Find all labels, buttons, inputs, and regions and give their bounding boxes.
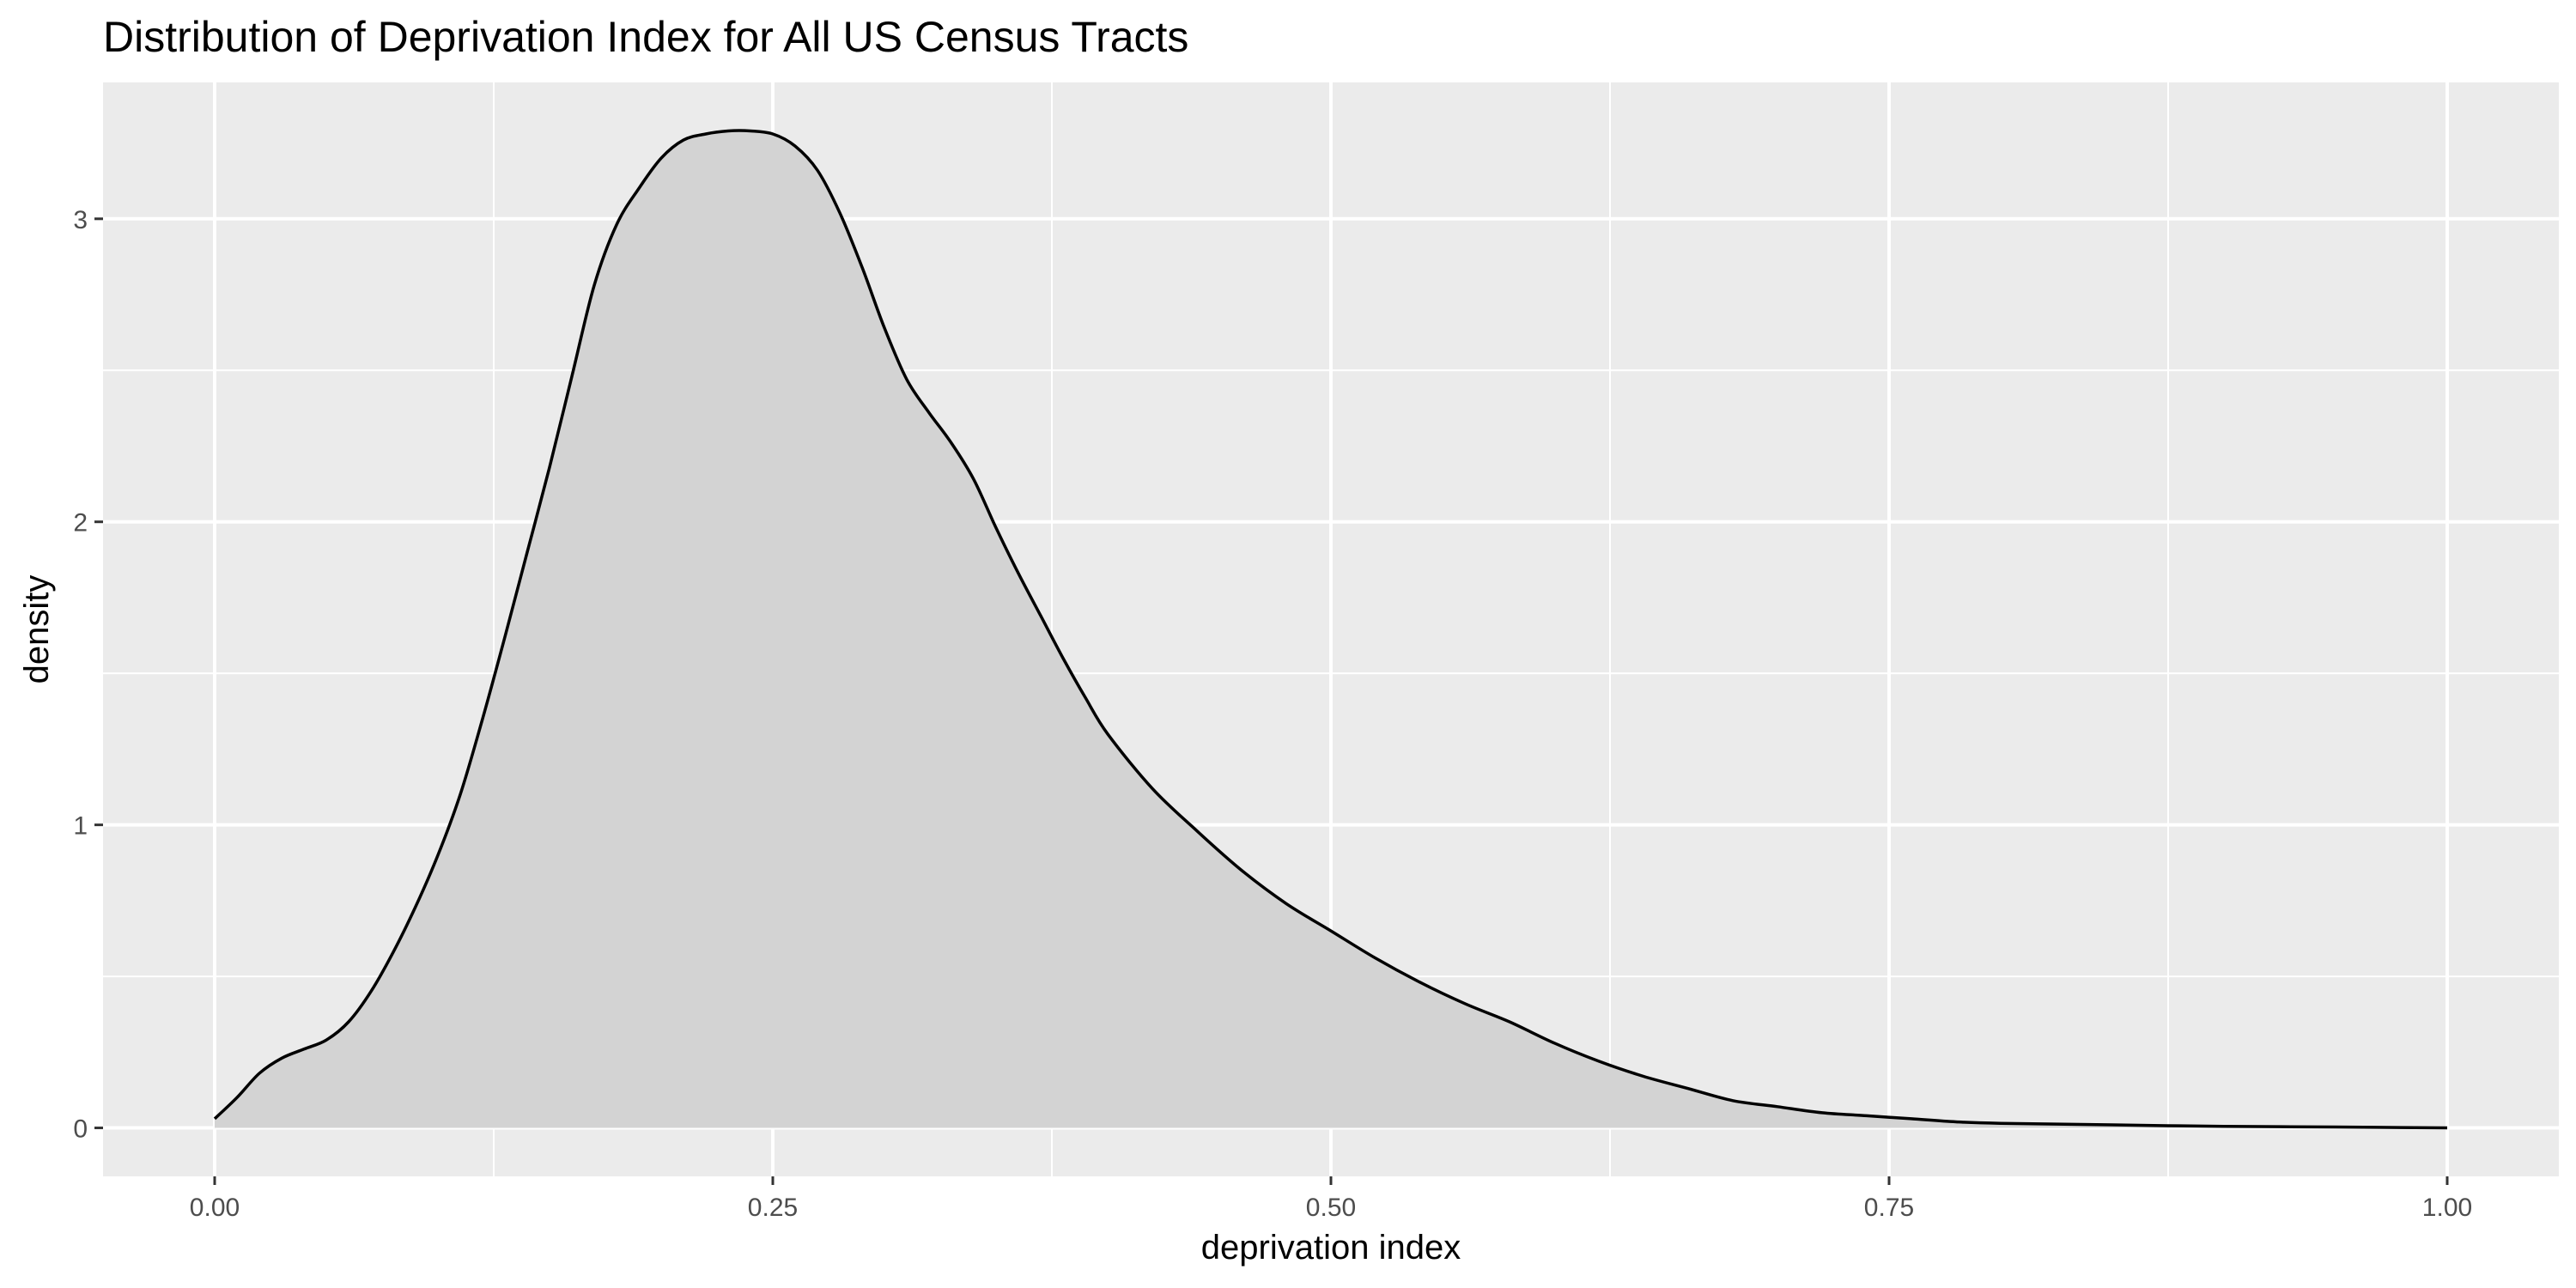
x-tick-label: 1.00: [2422, 1194, 2472, 1222]
density-area: [215, 131, 2447, 1128]
chart-title: Distribution of Deprivation Index for Al…: [103, 13, 1188, 61]
x-axis-title: deprivation index: [1201, 1229, 1461, 1267]
x-axis: 0.00 0.25 0.50 0.75 1.00: [190, 1176, 2472, 1222]
y-tick-label: 2: [73, 509, 88, 538]
x-tick-label: 0.25: [748, 1194, 798, 1222]
y-axis: 0 1 2 3: [73, 206, 103, 1144]
y-tick-label: 0: [73, 1115, 88, 1144]
y-axis-title: density: [18, 575, 56, 684]
x-tick-label: 0.00: [190, 1194, 240, 1222]
y-tick-label: 1: [73, 812, 88, 841]
x-tick-label: 0.75: [1864, 1194, 1914, 1222]
density-line: [213, 129, 2448, 1130]
x-tick-label: 0.50: [1306, 1194, 1356, 1222]
y-tick-label: 3: [73, 206, 88, 234]
